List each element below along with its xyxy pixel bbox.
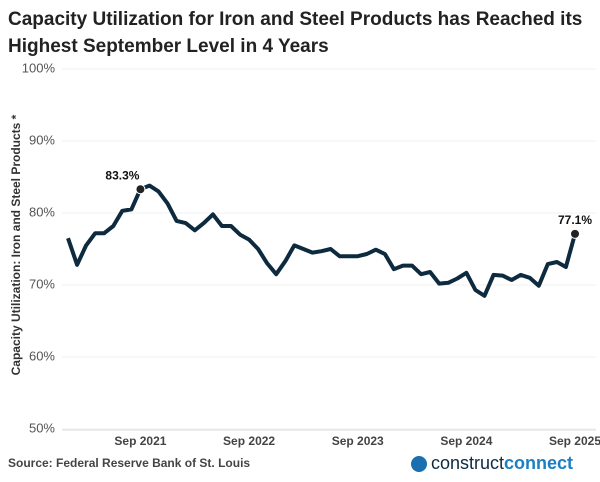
- x-tick-label: Sep 2025: [549, 434, 600, 448]
- y-tick-label: 100%: [22, 60, 56, 75]
- logo-part: construct: [431, 453, 504, 473]
- y-tick-label: 80%: [29, 204, 55, 219]
- chart-title: Highest September Level in 4 Years: [8, 36, 329, 57]
- y-tick-label: 70%: [29, 276, 55, 291]
- y-tick-label: 90%: [29, 132, 55, 147]
- source: Source: Federal Reserve Bank of St. Loui…: [8, 456, 250, 470]
- y-axis-title: Capacity Utilization: Iron and Steel Pro…: [9, 114, 23, 375]
- point-marker: [135, 184, 146, 195]
- x-tick-label: Sep 2021: [114, 434, 166, 448]
- data-label: 77.1%: [558, 213, 592, 227]
- plot: 50% 60% 70% 80% 90% 100% Sep 2021 Sep 2022 Sep 2…: [22, 60, 600, 448]
- x-tick-label: Sep 2023: [332, 434, 384, 448]
- x-tick-label: Sep 2022: [223, 434, 275, 448]
- logo-part: connect: [504, 453, 573, 473]
- series-line: [66, 183, 577, 298]
- y-tick-label: 60%: [29, 348, 55, 363]
- data-label: 83.3%: [105, 168, 139, 182]
- x-tick-label: Sep 2024: [440, 434, 492, 448]
- chart-title: Capacity Utilization for Iron and Steel …: [8, 9, 582, 30]
- logo-icon: [411, 456, 427, 472]
- y-tick-label: 50%: [29, 420, 55, 435]
- logo: constructconnect: [431, 453, 573, 473]
- point-marker: [570, 228, 580, 239]
